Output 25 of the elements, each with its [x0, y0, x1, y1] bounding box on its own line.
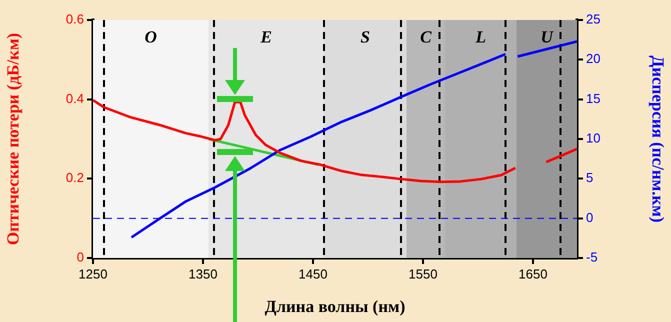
- band-label: L: [474, 27, 486, 46]
- x-tick-label: 1350: [188, 266, 218, 282]
- y2-tick-label: 10: [586, 130, 600, 146]
- x-tick-label: 1450: [298, 266, 328, 282]
- x-tick-label: 1250: [78, 266, 108, 282]
- y-tick-label: 0.2: [66, 170, 84, 186]
- band-label: E: [260, 27, 272, 46]
- y-tick-label: 0: [76, 250, 84, 265]
- y2-tick-label: 0: [586, 210, 594, 225]
- y-tick-label: 0.6: [66, 12, 84, 27]
- y2-axis-title: Дисперсия (пс/нм.км): [648, 55, 668, 223]
- y2-tick-label: -5: [586, 250, 598, 265]
- y2-tick-label: 15: [586, 90, 600, 106]
- y2-tick-label: 25: [586, 12, 600, 27]
- y2-tick-label: 20: [586, 51, 600, 66]
- x-tick-label: 1650: [518, 266, 548, 282]
- band-label: S: [360, 27, 370, 46]
- band-label: C: [420, 27, 432, 46]
- band-label: O: [144, 27, 157, 46]
- y2-tick-label: 5: [586, 170, 594, 186]
- x-tick-label: 1550: [408, 266, 438, 282]
- y-axis-title: Оптические потери (дБ/км): [4, 32, 23, 246]
- x-axis-title: Длина волны (нм): [264, 297, 406, 316]
- y-tick-label: 0.4: [66, 90, 84, 106]
- band-label: U: [540, 27, 554, 46]
